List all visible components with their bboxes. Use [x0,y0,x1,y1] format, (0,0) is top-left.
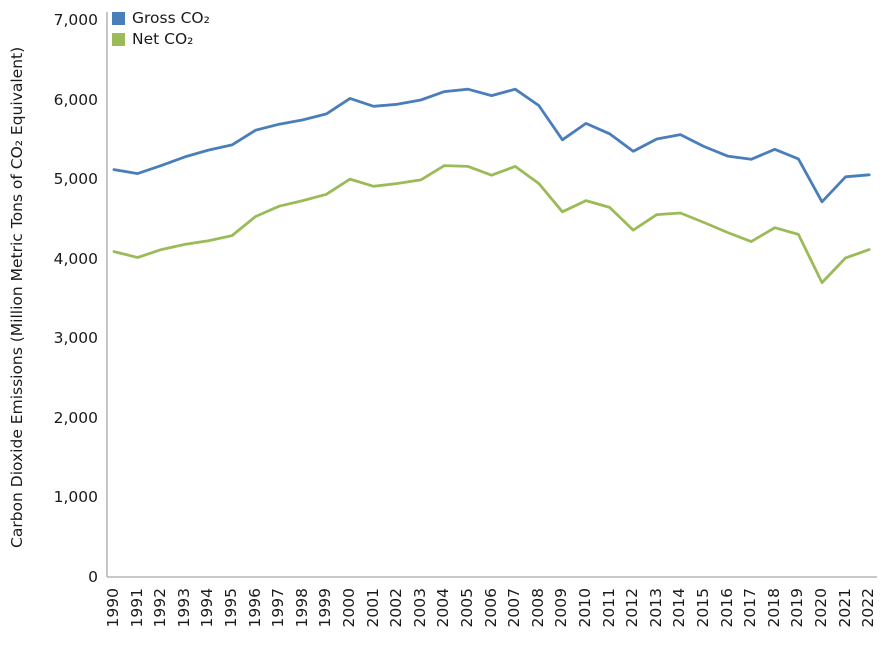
x-tick-label: 2012 [623,588,642,628]
x-tick-label: 2003 [410,588,429,628]
x-tick-label: 2005 [458,588,476,628]
x-tick-label: 2013 [646,588,665,628]
y-tick-label: 7,000 [53,11,98,29]
y-tick-label: 1,000 [53,488,98,507]
gross-co2-swatch-icon [112,12,125,25]
y-tick-label: 3,000 [53,329,98,348]
x-tick-label: 2008 [528,588,547,628]
x-tick-label: 2016 [717,588,736,628]
legend-label-net-co2: Net CO₂ [132,30,194,48]
x-tick-label: 1997 [269,588,288,628]
x-tick-label: 1996 [245,588,264,628]
legend-item-net-co2: Net CO₂ [112,31,210,48]
y-tick-label: 6,000 [53,90,98,109]
x-tick-label: 2010 [576,588,594,628]
x-tick-label: 1991 [127,588,146,628]
x-tick-label: 1994 [198,588,217,628]
y-axis-title: Carbon Dioxide Emissions (Million Metric… [8,46,26,548]
x-tick-label: 2020 [812,588,830,628]
x-tick-label: 2019 [788,588,807,628]
x-tick-label: 2022 [859,588,878,628]
x-tick-label: 1998 [292,588,311,628]
y-tick-label: 4,000 [53,249,98,268]
x-tick-label: 2015 [694,588,712,628]
axis-lines [106,12,877,578]
legend: Gross CO₂ Net CO₂ [112,10,210,48]
x-tick-label: 2006 [481,588,500,628]
y-tick-label: 2,000 [53,408,98,427]
x-tick-label: 2001 [363,588,382,628]
x-tick-label: 2018 [764,588,783,628]
y-tick-label: 0 [88,568,98,586]
x-tick-label: 2021 [835,588,854,628]
x-tick-label: 2007 [505,588,524,628]
legend-item-gross-co2: Gross CO₂ [112,10,210,27]
net-co2-swatch-icon [112,33,125,46]
gross-co₂-line [112,87,871,204]
x-tick-label: 2000 [340,588,358,628]
x-tick-label: 2002 [387,588,406,628]
x-tick-label: 2011 [599,588,618,628]
x-tick-label: 2014 [670,588,689,628]
y-tick-label: 5,000 [53,170,98,189]
net-co₂-line [112,164,871,285]
x-tick-label: 1993 [174,588,193,628]
x-tick-label: 1990 [104,588,122,628]
legend-label-gross-co2: Gross CO₂ [132,9,210,27]
x-tick-label: 1995 [222,588,240,628]
x-tick-label: 1992 [151,588,170,628]
x-tick-label: 2004 [434,588,453,628]
x-tick-label: 1999 [316,588,335,628]
x-tick-label: 2017 [741,588,760,628]
x-tick-label: 2009 [552,588,571,628]
